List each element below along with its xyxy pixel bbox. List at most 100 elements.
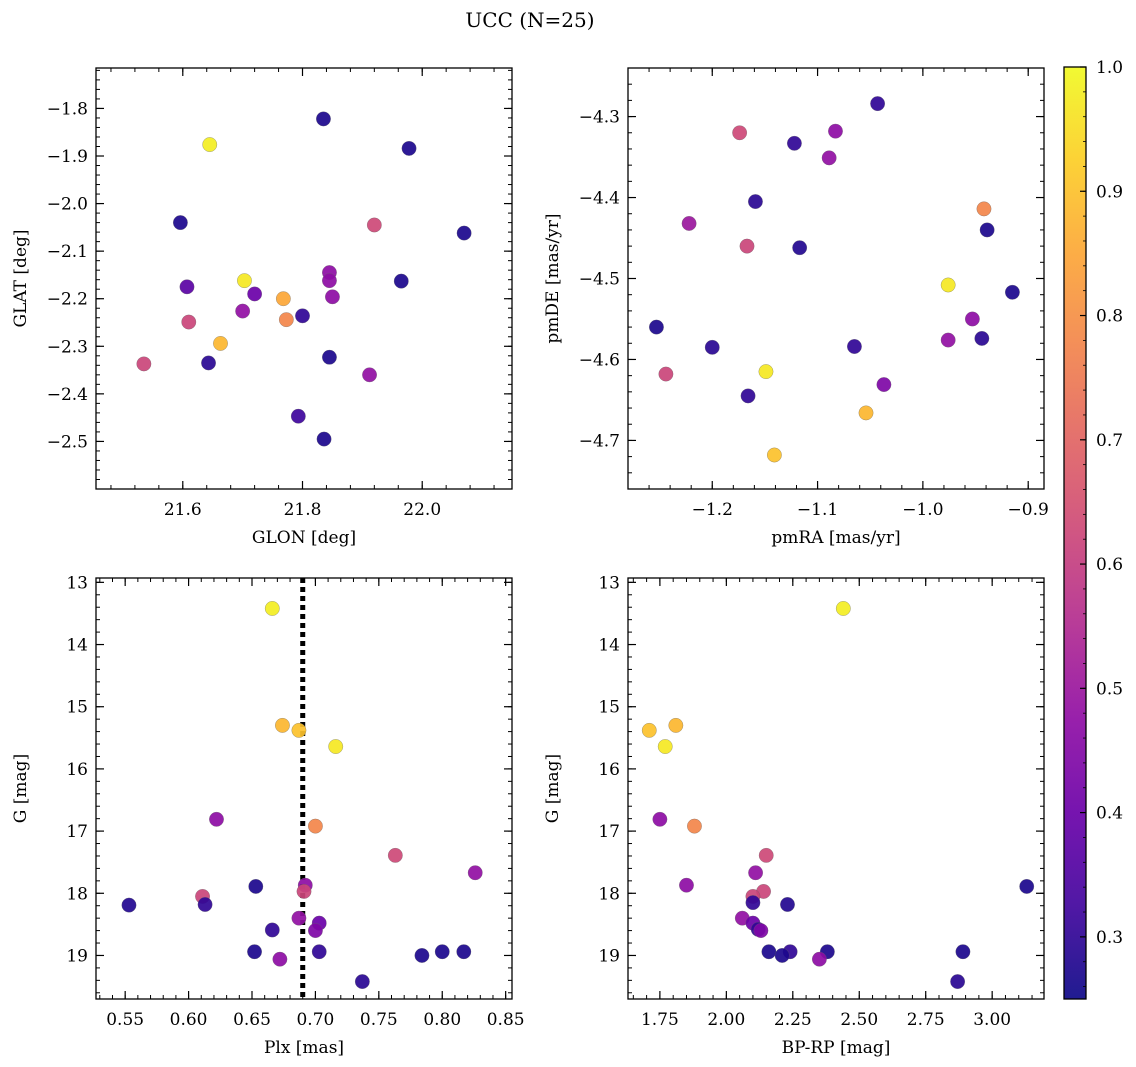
scatter-point bbox=[202, 137, 218, 153]
scatter-point bbox=[121, 897, 137, 913]
x-tick-label: −1.2 bbox=[692, 500, 733, 520]
x-tick-label: 21.8 bbox=[284, 500, 322, 520]
scatter-point bbox=[354, 974, 370, 990]
scatter-point bbox=[275, 291, 291, 307]
x-tick-label: 0.65 bbox=[233, 1010, 271, 1030]
y-tick-label: −1.8 bbox=[47, 99, 88, 119]
scatter-point bbox=[668, 717, 684, 733]
scatter-point bbox=[179, 279, 195, 295]
y-axis-label: G [mag] bbox=[543, 754, 563, 823]
scatter-point bbox=[792, 240, 808, 256]
scatter-point bbox=[657, 739, 673, 754]
panel-1: 21.6 21.8 22.0 −1.8 −1.9 −2.0 −2.1 −2.2 −2.3 −2.4… bbox=[11, 67, 513, 548]
colorbar-frame bbox=[1063, 66, 1087, 1000]
y-tick-label: 16 bbox=[66, 760, 88, 780]
x-tick-label: 0.55 bbox=[106, 1010, 144, 1030]
plot-frame bbox=[627, 67, 1045, 490]
scatter-point bbox=[248, 878, 264, 894]
x-tick-label: −1.0 bbox=[902, 500, 943, 520]
scatter-point bbox=[278, 312, 294, 328]
scatter-point bbox=[272, 951, 288, 967]
x-tick-label: 22.0 bbox=[403, 500, 441, 520]
scatter-point bbox=[858, 405, 874, 421]
y-axis-label: G [mag] bbox=[11, 754, 31, 823]
scatter-point bbox=[940, 277, 956, 293]
scatter-point bbox=[387, 847, 403, 863]
colorbar-tick-label: 0.4 bbox=[1096, 804, 1123, 824]
scatter-point bbox=[979, 222, 995, 238]
scatter-point bbox=[766, 447, 782, 463]
scatter-point bbox=[974, 330, 990, 346]
x-tick-label: 0.80 bbox=[423, 1010, 461, 1030]
y-tick-label: −4.3 bbox=[579, 108, 620, 128]
scatter-point bbox=[641, 722, 657, 738]
scatter-point bbox=[846, 339, 862, 354]
y-tick-label: 15 bbox=[598, 698, 620, 718]
scatter-point bbox=[950, 974, 966, 990]
x-tick-label: 3.00 bbox=[973, 1010, 1011, 1030]
colorbar-tick-label: 0.7 bbox=[1096, 431, 1123, 451]
y-tick-label: 14 bbox=[66, 636, 88, 656]
scatter-point bbox=[828, 123, 843, 139]
scatter-point bbox=[786, 135, 802, 151]
y-tick-label: −2.0 bbox=[47, 195, 88, 215]
scatter-point bbox=[821, 150, 837, 166]
panel-3: 0.55 0.60 0.65 0.70 0.75 0.80 0.85 13 14 15 16 17 18… bbox=[11, 573, 525, 1058]
scatter-point bbox=[740, 388, 756, 404]
scatter-point bbox=[264, 601, 280, 616]
scatter-point bbox=[295, 308, 310, 324]
y-tick-label: −2.1 bbox=[47, 242, 88, 262]
scatter-point bbox=[761, 944, 777, 960]
y-tick-label: 15 bbox=[66, 698, 88, 718]
y-axis-label: GLAT [deg] bbox=[11, 229, 31, 327]
x-tick-label: 2.50 bbox=[840, 1010, 878, 1030]
x-axis-label: Plx [mas] bbox=[264, 1038, 344, 1058]
colorbar-tick-label: 0.9 bbox=[1096, 182, 1123, 202]
scatter-point bbox=[652, 811, 668, 827]
scatter-point bbox=[758, 847, 774, 863]
scatter-point bbox=[747, 194, 763, 210]
colorbar-tick-label: 0.3 bbox=[1096, 928, 1123, 948]
scatter-point bbox=[209, 811, 224, 827]
scatter-point bbox=[648, 319, 664, 335]
scatter-point bbox=[835, 601, 851, 616]
scatter-point bbox=[291, 910, 307, 926]
x-tick-label: 2.75 bbox=[907, 1010, 945, 1030]
y-tick-label: 18 bbox=[598, 884, 620, 904]
scatter-point bbox=[401, 140, 417, 156]
plot-frame bbox=[627, 577, 1045, 1000]
scatter-point bbox=[307, 818, 323, 834]
scatter-point bbox=[870, 96, 886, 112]
y-tick-label: −1.9 bbox=[47, 147, 88, 167]
y-tick-label: −4.6 bbox=[579, 350, 620, 370]
scatter-point bbox=[739, 238, 755, 254]
scatter-point bbox=[434, 944, 450, 960]
plot-frame bbox=[95, 577, 513, 1000]
scatter-point bbox=[321, 273, 337, 289]
y-tick-label: −2.2 bbox=[47, 290, 88, 310]
panels: 21.6 21.8 22.0 −1.8 −1.9 −2.0 −2.1 −2.2 −2.3 −2.4… bbox=[11, 67, 1049, 1058]
scatter-point bbox=[658, 366, 674, 382]
scatter-point bbox=[291, 722, 307, 738]
panel-4: 1.75 2.00 2.25 2.50 2.75 3.00 13 14 15 16 17 18 19 BP… bbox=[543, 573, 1045, 1058]
x-tick-label: −0.9 bbox=[1008, 500, 1049, 520]
scatter-point bbox=[213, 335, 228, 351]
scatter-point bbox=[393, 273, 409, 289]
y-tick-label: 13 bbox=[66, 573, 88, 593]
x-tick-label: 0.60 bbox=[170, 1010, 208, 1030]
scatter-point bbox=[316, 111, 331, 127]
y-tick-label: −2.3 bbox=[47, 337, 88, 357]
x-tick-label: 1.75 bbox=[641, 1010, 679, 1030]
scatter-point bbox=[1004, 284, 1020, 300]
scatter-point bbox=[247, 944, 262, 960]
scatter-point bbox=[679, 877, 694, 893]
y-tick-label: 16 bbox=[598, 760, 620, 780]
figure-title: UCC (N=25) bbox=[465, 8, 594, 32]
scatter-point bbox=[362, 367, 377, 383]
scatter-point bbox=[687, 818, 702, 834]
y-tick-label: −4.4 bbox=[579, 189, 620, 209]
x-axis-label: pmRA [mas/yr] bbox=[771, 528, 900, 548]
y-axis-label: pmDE [mas/yr] bbox=[543, 213, 563, 343]
